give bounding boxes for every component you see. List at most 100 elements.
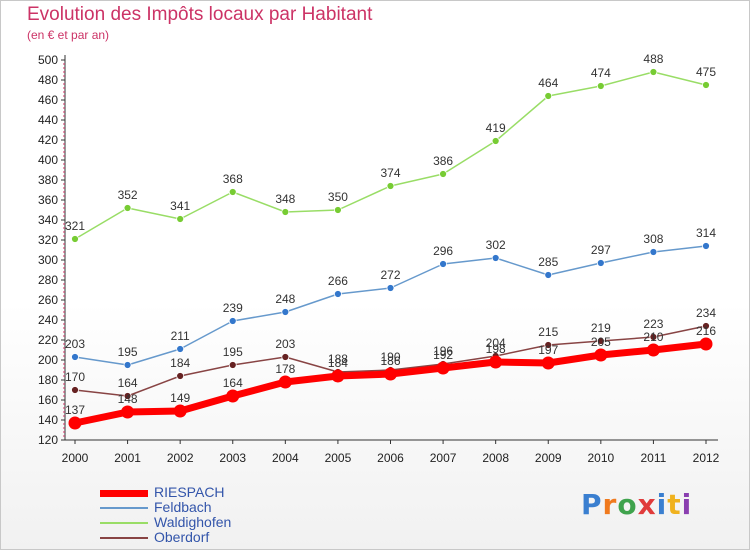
data-point-feldbach (334, 290, 342, 298)
y-tick-label: 280 (38, 273, 58, 287)
legend-item-oberdorf: Oberdorf (100, 530, 231, 545)
y-tick-label: 260 (38, 293, 58, 307)
data-point-feldbach (649, 248, 658, 256)
data-point-waldighofen (649, 68, 658, 76)
data-point-riespach (121, 405, 135, 419)
data-point-waldighofen (334, 206, 342, 214)
data-point-feldbach (439, 260, 447, 268)
data-point-oberdorf (596, 337, 605, 345)
y-tick-label: 140 (38, 413, 58, 427)
series-line-feldbach (74, 245, 707, 366)
y-tick-label: 460 (38, 93, 58, 107)
data-label-feldbach: 296 (433, 244, 453, 258)
logo-letter: x (637, 488, 657, 521)
logo-letter: o (617, 488, 638, 521)
data-label-riespach: 164 (223, 376, 243, 390)
data-label-riespach: 137 (65, 403, 85, 417)
data-point-oberdorf (702, 322, 710, 330)
data-point-waldighofen (386, 182, 395, 190)
data-point-riespach (646, 343, 660, 357)
data-label-waldighofen: 341 (170, 199, 190, 213)
y-tick-label: 120 (38, 433, 58, 447)
y-tick-label: 420 (38, 133, 58, 147)
data-point-feldbach (596, 259, 605, 267)
data-point-riespach (278, 375, 292, 389)
x-tick-label: 2005 (325, 451, 352, 465)
y-tick-label: 320 (38, 233, 58, 247)
x-tick-label: 2008 (482, 451, 509, 465)
chart-legend: RIESPACH Feldbach Waldighofen Oberdorf (100, 485, 231, 545)
y-tick-label: 240 (38, 313, 58, 327)
data-point-waldighofen (71, 235, 79, 243)
data-label-riespach: 148 (118, 392, 138, 406)
x-tick-label: 2003 (219, 451, 246, 465)
data-label-feldbach: 308 (643, 232, 663, 246)
data-label-riespach: 178 (275, 362, 295, 376)
data-point-waldighofen (228, 188, 237, 196)
legend-swatch (100, 537, 148, 540)
x-tick-label: 2000 (62, 451, 89, 465)
data-label-riespach: 184 (328, 356, 348, 370)
data-point-riespach (489, 355, 503, 369)
data-label-waldighofen: 348 (275, 192, 295, 206)
data-label-oberdorf: 215 (538, 325, 558, 339)
logo-letter: i (656, 488, 668, 521)
data-label-feldbach: 302 (486, 238, 506, 252)
legend-item-waldighofen: Waldighofen (100, 515, 231, 530)
data-point-feldbach (228, 317, 237, 325)
data-point-riespach (384, 367, 397, 381)
data-label-oberdorf: 164 (118, 376, 138, 390)
y-tick-label: 340 (38, 213, 58, 227)
logo-letter: t (667, 488, 682, 521)
data-point-oberdorf (544, 341, 553, 349)
data-point-feldbach (491, 254, 500, 262)
y-tick-label: 180 (38, 373, 58, 387)
data-label-waldighofen: 475 (696, 65, 716, 79)
data-label-riespach: 197 (538, 343, 558, 357)
data-label-feldbach: 195 (118, 345, 138, 359)
data-point-feldbach (281, 308, 290, 316)
series-line-waldighofen (74, 71, 707, 240)
legend-swatch (100, 522, 148, 525)
data-point-feldbach (386, 284, 395, 292)
x-tick-label: 2012 (693, 451, 720, 465)
logo-letter: i (681, 488, 693, 521)
data-label-oberdorf: 184 (170, 356, 190, 370)
data-label-waldighofen: 419 (486, 121, 506, 135)
y-tick-label: 380 (38, 173, 58, 187)
y-tick-label: 360 (38, 193, 58, 207)
data-label-feldbach: 211 (171, 329, 190, 343)
y-tick-label: 200 (38, 353, 58, 367)
data-point-riespach (594, 348, 608, 362)
data-point-feldbach (176, 345, 185, 353)
chart-subtitle: (en € et par an) (27, 28, 110, 42)
legend-label: RIESPACH (154, 484, 225, 500)
data-label-oberdorf: 190 (380, 350, 400, 364)
data-point-oberdorf (281, 353, 290, 361)
data-point-riespach (173, 404, 187, 418)
data-point-waldighofen (491, 137, 500, 145)
data-label-waldighofen: 350 (328, 190, 348, 204)
data-point-waldighofen (596, 82, 605, 90)
data-label-riespach: 198 (486, 342, 506, 356)
y-tick-label: 160 (38, 393, 58, 407)
data-point-feldbach (71, 353, 79, 361)
data-label-feldbach: 272 (380, 268, 400, 282)
legend-item-feldbach: Feldbach (100, 500, 231, 515)
data-point-oberdorf (228, 361, 237, 369)
data-label-oberdorf: 196 (433, 344, 453, 358)
data-label-riespach: 210 (643, 330, 663, 344)
data-label-waldighofen: 321 (65, 219, 85, 233)
data-label-feldbach: 314 (696, 226, 716, 240)
data-point-riespach (68, 416, 82, 430)
x-tick-label: 2002 (167, 451, 194, 465)
data-label-oberdorf: 204 (486, 336, 506, 350)
data-label-oberdorf: 234 (696, 306, 716, 320)
data-label-riespach: 149 (170, 391, 190, 405)
legend-swatch (100, 489, 148, 497)
data-label-waldighofen: 352 (118, 188, 138, 202)
data-label-waldighofen: 368 (223, 172, 243, 186)
y-tick-label: 480 (38, 73, 58, 87)
data-label-oberdorf: 223 (643, 317, 663, 331)
